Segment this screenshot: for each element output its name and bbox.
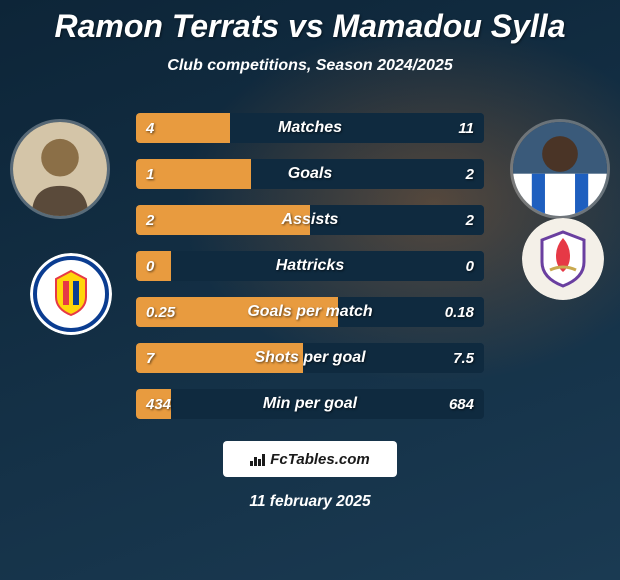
stat-row: 12Goals	[136, 159, 484, 189]
stat-label: Assists	[136, 205, 484, 235]
stat-row: 77.5Shots per goal	[136, 343, 484, 373]
player-left-avatar	[10, 119, 110, 219]
player-right-avatar	[510, 119, 610, 219]
comparison-main: 411Matches 12Goals 22Assists 00Hattricks 0.2…	[0, 103, 620, 423]
comparison-subtitle: Club competitions, Season 2024/2025	[0, 57, 620, 75]
shield-icon	[522, 218, 604, 300]
bar-chart-icon	[250, 452, 266, 466]
person-icon	[13, 119, 107, 219]
stat-label: Min per goal	[136, 389, 484, 419]
stat-row: 0.250.18Goals per match	[136, 297, 484, 327]
stat-label: Goals per match	[136, 297, 484, 327]
stats-table: 411Matches 12Goals 22Assists 00Hattricks 0.2…	[136, 113, 484, 435]
stat-label: Hattricks	[136, 251, 484, 281]
footer-date: 11 february 2025	[0, 493, 620, 511]
stat-label: Shots per goal	[136, 343, 484, 373]
stat-row: 00Hattricks	[136, 251, 484, 281]
club-left-badge	[30, 253, 112, 335]
stat-label: Matches	[136, 113, 484, 143]
stat-row: 22Assists	[136, 205, 484, 235]
stat-row: 434684Min per goal	[136, 389, 484, 419]
logo-text: FcTables.com	[270, 451, 369, 468]
comparison-title: Ramon Terrats vs Mamadou Sylla	[0, 0, 620, 45]
fctables-logo: FcTables.com	[223, 441, 397, 477]
club-right-badge	[522, 218, 604, 300]
stat-row: 411Matches	[136, 113, 484, 143]
shield-icon	[30, 253, 112, 335]
person-icon	[513, 119, 607, 219]
stat-label: Goals	[136, 159, 484, 189]
